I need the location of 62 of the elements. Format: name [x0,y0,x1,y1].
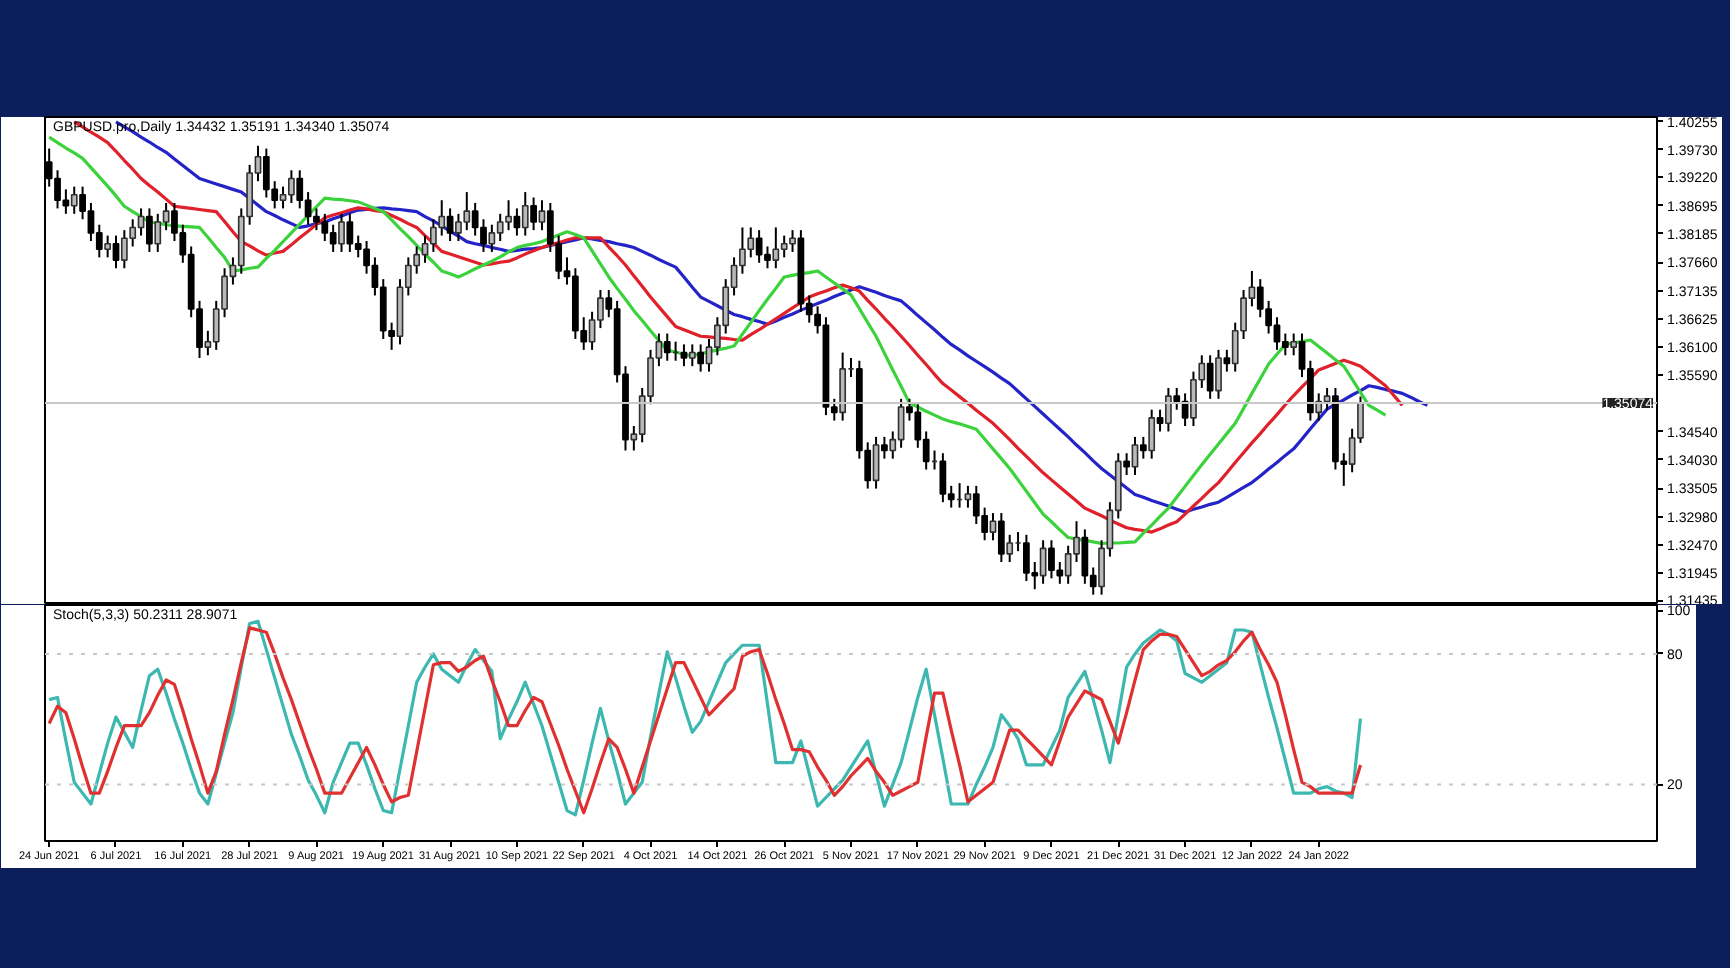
candlestick [897,397,905,449]
candlestick [279,185,287,210]
candlestick [1081,528,1089,585]
candlestick [1064,544,1072,585]
candlestick [288,169,295,204]
candlestick [296,169,304,210]
candlestick [446,207,454,243]
candlestick [1215,348,1222,400]
candlestick [688,343,696,368]
candlestick [112,234,120,270]
candlestick [680,343,688,368]
candlestick [764,245,771,270]
candlestick [530,196,537,232]
candlestick [1023,533,1030,583]
candlestick [463,191,471,232]
candlestick [755,229,763,264]
candlestick [997,512,1005,564]
candlestick [663,332,671,362]
candlestick [1148,408,1156,460]
candlestick [780,234,788,259]
candlestick [1165,386,1172,433]
candlestick [1131,435,1139,476]
candlestick [120,229,128,270]
candlestick [1139,435,1147,460]
candlestick [429,218,437,253]
candlestick [87,201,95,243]
candlestick [939,452,947,504]
candlestick [321,212,329,243]
candlestick [872,435,880,490]
candlestick [262,147,270,199]
candlestick [881,435,888,460]
candlestick [338,212,345,253]
candlestick [839,351,847,422]
candlestick [1256,278,1264,319]
candlestick [964,484,972,509]
candlestick [1190,370,1197,428]
candlestick [1048,539,1055,580]
candlestick [505,199,512,232]
candlestick [1223,348,1231,373]
candlestick [1281,332,1289,357]
candlestick [329,223,337,253]
candlestick [496,212,504,243]
candlestick [1123,452,1131,476]
candlestick [1173,386,1181,411]
candlestick [1206,354,1214,400]
candlestick [104,234,112,259]
candlestick [480,218,487,253]
candlestick [70,185,78,215]
candlestick [438,199,446,237]
candlestick [772,226,780,270]
candlestick [1156,408,1164,433]
candlestick [313,207,320,232]
candlestick [146,207,153,253]
candlestick [488,223,496,253]
candlestick [54,169,61,210]
candlestick [521,191,529,237]
candlestick [154,212,162,253]
candlestick [972,484,980,525]
candlestick [455,212,462,243]
candlestick [697,343,705,373]
candlestick [747,226,755,259]
candlestick [346,212,354,253]
